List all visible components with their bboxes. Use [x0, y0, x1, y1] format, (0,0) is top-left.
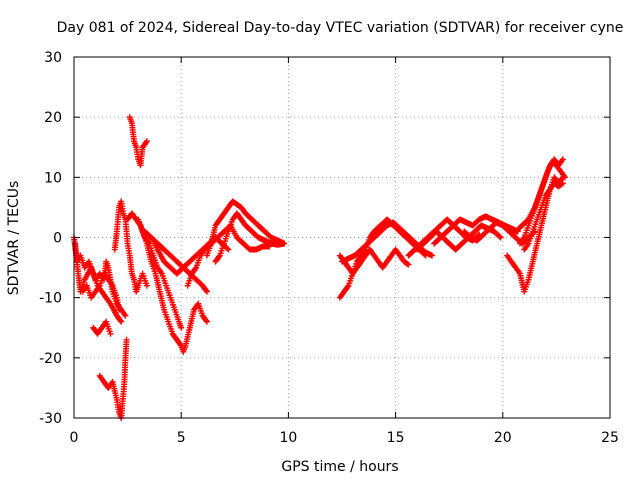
series-track-22 — [504, 174, 566, 295]
x-tick-label: 0 — [70, 430, 79, 446]
data-point-marker — [123, 336, 130, 343]
y-tick-label: 0 — [53, 231, 62, 247]
data-point-marker — [344, 283, 351, 290]
data-point-marker — [203, 288, 210, 295]
series-track-6 — [111, 198, 150, 295]
data-point-marker — [178, 324, 185, 331]
series-track-3 — [79, 270, 123, 313]
x-tick-label: 20 — [494, 430, 512, 446]
y-tick-label: -20 — [39, 351, 62, 367]
y-tick-label: -10 — [39, 291, 62, 307]
data-point-marker — [203, 318, 210, 325]
data-point-marker — [117, 317, 124, 324]
data-point-marker — [143, 282, 150, 289]
data-point-marker — [122, 312, 129, 319]
x-axis-label: GPS time / hours — [281, 459, 398, 475]
y-axis-label: SDTVAR / TECUs — [6, 181, 22, 296]
series-track-14 — [212, 210, 288, 265]
series-track-9 — [135, 216, 210, 355]
series-track-24 — [516, 156, 566, 247]
series-track-11 — [148, 234, 232, 277]
data-point-marker — [192, 265, 199, 272]
data-point-marker — [143, 138, 150, 145]
data-point-marker — [558, 181, 565, 188]
data-point-marker — [559, 180, 566, 187]
data-point-marker — [118, 318, 125, 325]
data-point-marker — [429, 252, 436, 259]
y-tick-label: 20 — [44, 110, 62, 126]
data-point-marker — [559, 156, 566, 163]
data-point-marker — [561, 174, 568, 181]
series-track-16 — [336, 246, 412, 277]
x-tick-label: 15 — [387, 430, 405, 446]
data-point-marker — [496, 233, 503, 240]
x-tick-label: 10 — [279, 430, 297, 446]
x-tick-label: 5 — [177, 430, 186, 446]
series-track-7 — [126, 114, 150, 169]
data-point-marker — [497, 234, 504, 241]
x-tick-label: 25 — [601, 430, 619, 446]
y-tick-label: -30 — [39, 411, 62, 427]
data-point-marker — [404, 260, 411, 267]
axis-ticks: 0 5 10 15 20 25 -30 -20 -10 0 10 20 30 — [39, 50, 619, 446]
series-track-10 — [141, 228, 210, 295]
data-point-marker — [203, 287, 210, 294]
series-track-25 — [521, 180, 566, 253]
data-point-marker — [281, 240, 288, 247]
y-tick-label: 10 — [44, 170, 62, 186]
data-point-marker — [107, 330, 114, 337]
series-track-5 — [96, 336, 130, 421]
series-track-2 — [72, 240, 125, 325]
data-point-marker — [405, 261, 412, 268]
series-track-13 — [203, 198, 288, 259]
series-track-4 — [90, 318, 114, 337]
data-points — [71, 114, 568, 421]
data-point-marker — [203, 317, 210, 324]
y-tick-label: 30 — [44, 50, 62, 66]
data-point-marker — [215, 253, 222, 260]
data-point-marker — [225, 246, 232, 253]
data-point-marker — [177, 341, 184, 348]
data-point-marker — [116, 306, 123, 313]
chart-title: Day 081 of 2024, Sidereal Day-to-day VTE… — [57, 20, 624, 36]
